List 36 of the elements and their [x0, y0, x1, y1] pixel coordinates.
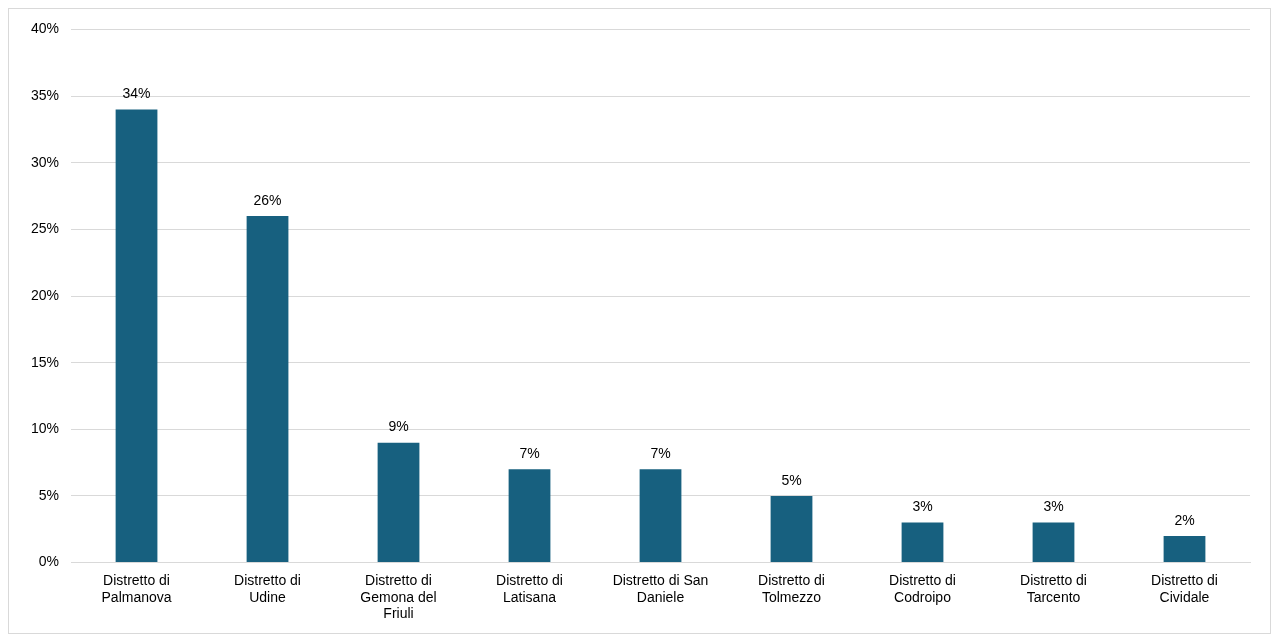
data-label: 7% [650, 445, 671, 462]
data-label: 5% [781, 471, 802, 488]
y-tick-label: 20% [30, 286, 60, 303]
bar [1163, 535, 1206, 563]
bar [508, 469, 551, 563]
y-tick-label: 0% [38, 553, 60, 570]
y-tick-label: 40% [30, 20, 60, 37]
y-tick-label: 35% [30, 86, 60, 103]
x-tick-label: Distretto di Tarcento [1020, 571, 1087, 605]
data-label: 9% [388, 418, 409, 435]
data-label: 3% [912, 498, 933, 515]
bar [1032, 522, 1075, 563]
x-tick-label: Distretto di Cividale [1151, 571, 1218, 605]
x-tick-label: Distretto di Palmanova [101, 571, 172, 605]
x-tick-label: Distretto di Codroipo [889, 571, 956, 605]
y-tick-label: 30% [30, 153, 60, 170]
bar [115, 109, 158, 563]
y-tick-label: 15% [30, 353, 60, 370]
x-tick-label: Distretto di Latisana [496, 571, 563, 605]
bar [770, 495, 813, 563]
bar [377, 442, 420, 563]
x-tick-label: Distretto di Gemona del Friuli [360, 571, 437, 622]
data-label: 7% [519, 445, 540, 462]
data-label: 2% [1174, 511, 1195, 528]
x-tick-label: Distretto di Tolmezzo [758, 571, 825, 605]
bar [246, 216, 289, 563]
x-tick-label: Distretto di San Daniele [612, 571, 709, 605]
y-tick-label: 10% [30, 420, 60, 437]
data-label: 3% [1043, 498, 1064, 515]
data-label: 26% [253, 191, 282, 208]
bar [901, 522, 944, 563]
bar [639, 469, 682, 563]
y-tick-label: 5% [38, 486, 60, 503]
data-label: 34% [122, 85, 151, 102]
x-tick-label: Distretto di Udine [234, 571, 301, 605]
y-tick-label: 25% [30, 220, 60, 237]
